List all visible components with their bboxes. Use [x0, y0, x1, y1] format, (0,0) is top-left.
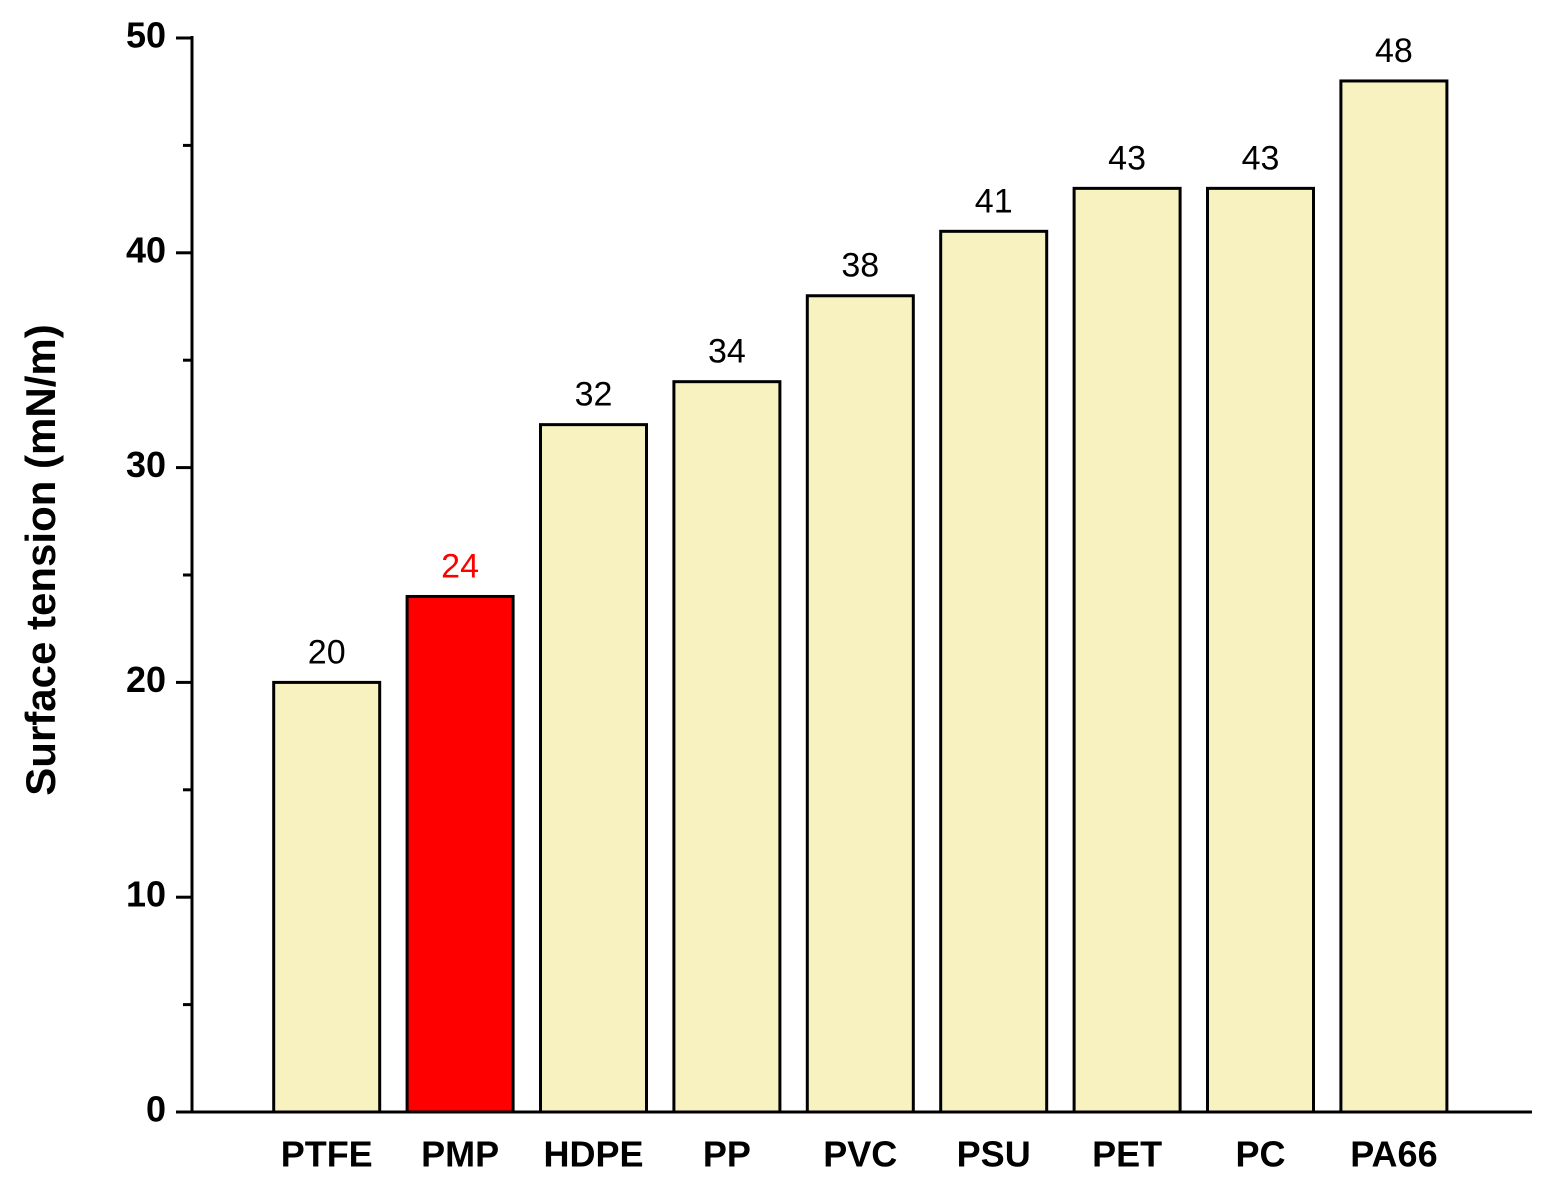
y-tick-label: 0 [146, 1089, 166, 1130]
value-label: 43 [1108, 139, 1146, 177]
x-tick-label: PC [1235, 1134, 1285, 1175]
x-tick-label: PVC [823, 1134, 897, 1175]
x-tick-label: PET [1092, 1134, 1162, 1175]
y-tick-label: 20 [126, 659, 166, 700]
x-tick-label: PTFE [281, 1134, 373, 1175]
bar [939, 229, 1049, 1114]
y-tick-label: 30 [126, 444, 166, 485]
value-label: 32 [575, 376, 613, 414]
x-tick-label: PP [703, 1134, 751, 1175]
bar [539, 423, 648, 1114]
value-label: 38 [841, 247, 879, 285]
bar [405, 594, 515, 1114]
x-tick-label: PA66 [1350, 1134, 1437, 1175]
bar [272, 680, 382, 1114]
value-label: 34 [708, 333, 746, 371]
y-axis-title: Surface tension (mN/m) [17, 324, 64, 795]
bar [805, 294, 915, 1114]
value-label: 41 [975, 182, 1013, 220]
value-label: 24 [441, 547, 479, 585]
y-tick-label: 50 [126, 15, 166, 56]
x-tick-label: HDPE [543, 1134, 643, 1175]
bar [1206, 186, 1315, 1114]
bar [1072, 186, 1182, 1114]
value-label: 48 [1375, 32, 1413, 70]
x-tick-label: PMP [421, 1134, 499, 1175]
value-label: 20 [308, 633, 346, 671]
bar [1339, 79, 1449, 1114]
y-tick-label: 10 [126, 874, 166, 915]
x-tick-label: PSU [957, 1134, 1031, 1175]
value-label: 43 [1242, 139, 1280, 177]
y-tick-label: 40 [126, 229, 166, 270]
bar [672, 380, 782, 1114]
